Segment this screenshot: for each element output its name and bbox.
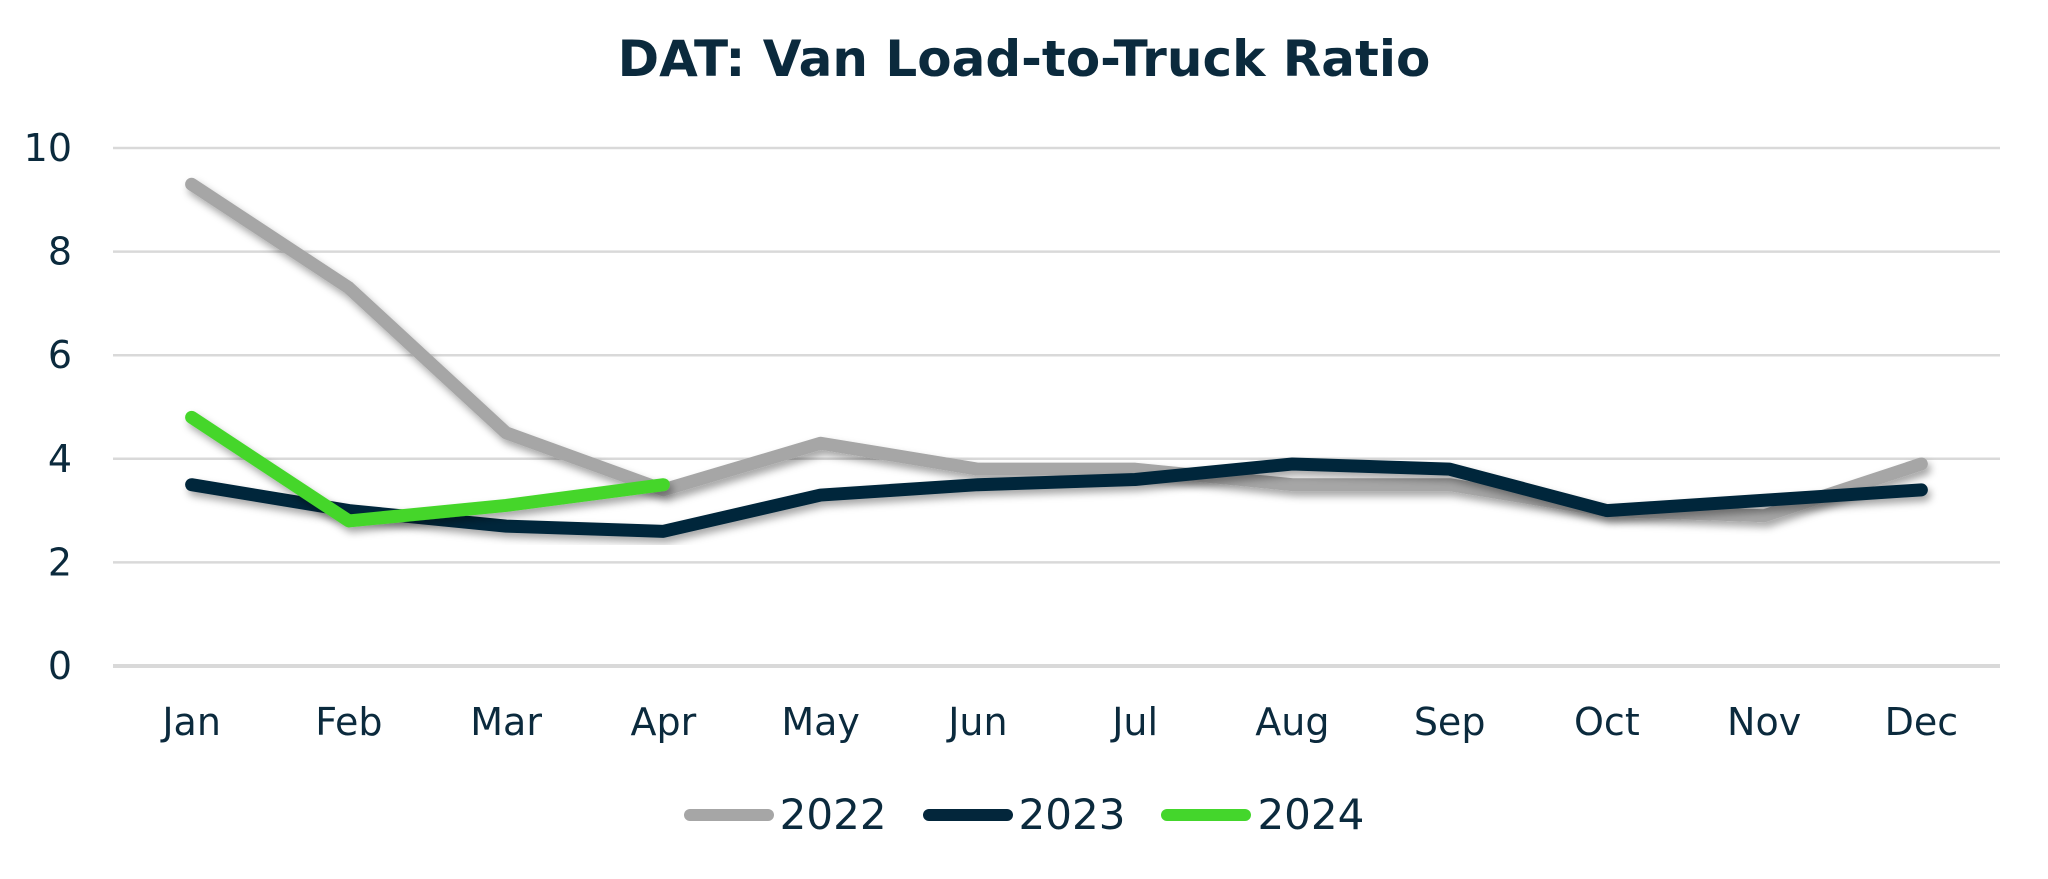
legend-swatch-icon — [1161, 808, 1252, 821]
legend-label: 2022 — [779, 790, 887, 839]
y-axis-ticks: 0 2 4 6 8 10 — [24, 126, 72, 688]
legend-label: 2024 — [1257, 790, 1365, 839]
chart-title: DAT: Van Load-to-Truck Ratio — [617, 30, 1431, 88]
x-tick-label: Nov — [1727, 700, 1801, 744]
x-tick-label: May — [781, 700, 860, 744]
x-tick-label: Jan — [160, 700, 221, 744]
gridlines — [113, 146, 2000, 668]
x-tick-label: Jun — [946, 700, 1007, 744]
legend: 2022 2023 2024 — [0, 790, 2048, 839]
x-tick-label: Feb — [315, 700, 382, 744]
series-line-2022 — [185, 177, 1928, 523]
series-line-2024 — [185, 410, 670, 528]
y-tick-label: 0 — [48, 644, 72, 688]
legend-swatch-icon — [922, 808, 1013, 821]
legend-item-2023: 2023 — [922, 790, 1126, 839]
series-lines — [185, 177, 1928, 538]
x-axis-ticks: Jan Feb Mar Apr May Jun Jul Aug Sep Oct Nov Dec — [160, 700, 1958, 744]
x-tick-label: Oct — [1574, 700, 1640, 744]
legend-item-2022: 2022 — [683, 790, 887, 839]
y-tick-label: 4 — [48, 437, 72, 481]
legend-swatch-icon — [683, 808, 774, 821]
x-tick-label: Dec — [1885, 700, 1959, 744]
x-tick-label: Mar — [470, 700, 542, 744]
y-tick-label: 8 — [48, 230, 72, 274]
x-tick-label: Jul — [1110, 700, 1158, 744]
legend-item-2024: 2024 — [1161, 790, 1364, 839]
x-tick-label: Sep — [1414, 700, 1486, 744]
y-tick-label: 2 — [48, 540, 72, 584]
legend-label: 2023 — [1018, 790, 1126, 839]
y-tick-label: 10 — [24, 126, 72, 170]
x-tick-label: Apr — [631, 700, 697, 744]
series-line-2023 — [185, 457, 1928, 538]
y-tick-label: 6 — [48, 333, 72, 377]
x-tick-label: Aug — [1255, 700, 1329, 744]
